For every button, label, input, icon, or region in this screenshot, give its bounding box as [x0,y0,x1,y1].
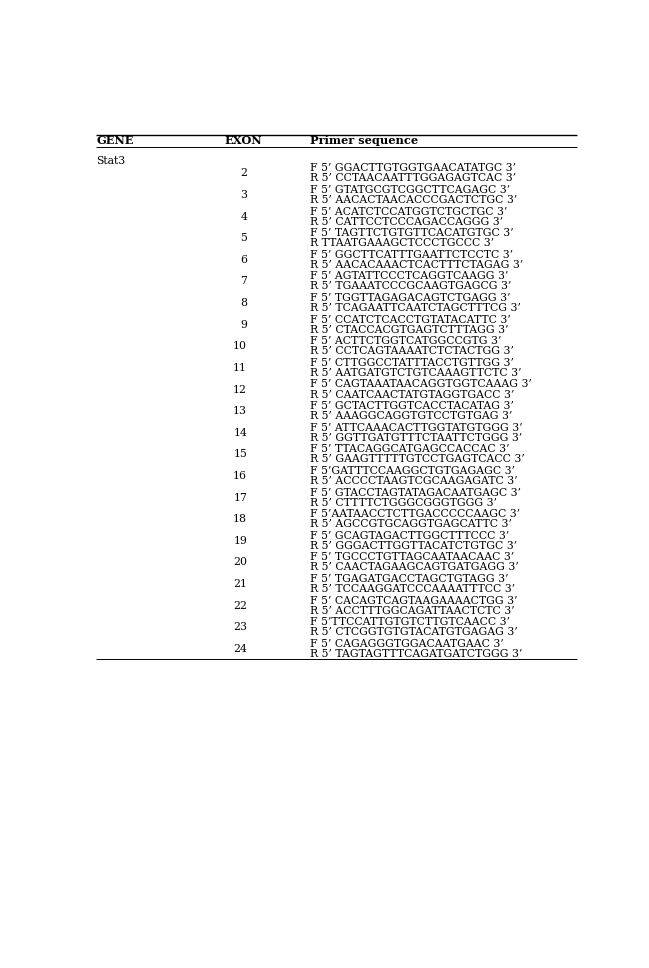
Text: 7: 7 [240,277,247,287]
Text: 24: 24 [233,644,247,654]
Text: F 5’ TGAGATGACCTAGCTGTAGG 3’: F 5’ TGAGATGACCTAGCTGTAGG 3’ [310,574,508,584]
Text: 9: 9 [240,319,247,330]
Text: 8: 8 [240,298,247,308]
Text: F 5’ CTTGGCCTATTTACCTGTTGG 3’: F 5’ CTTGGCCTATTTACCTGTTGG 3’ [310,358,514,368]
Text: F 5’ GCTACTTGGTCACCTACATAG 3’: F 5’ GCTACTTGGTCACCTACATAG 3’ [310,401,514,411]
Text: F 5’ CAGTAAATAACAGGTGGTCAAAG 3’: F 5’ CAGTAAATAACAGGTGGTCAAAG 3’ [310,379,532,389]
Text: 20: 20 [233,558,247,567]
Text: R 5’ TAGTAGTTTCAGATGATCTGGG 3’: R 5’ TAGTAGTTTCAGATGATCTGGG 3’ [310,649,522,659]
Text: 10: 10 [233,342,247,351]
Text: F 5’ TGCCCTGTTAGCAATAACAAC 3’: F 5’ TGCCCTGTTAGCAATAACAAC 3’ [310,553,514,562]
Text: F 5’ AGTATTCCCTCAGGTCAAGG 3’: F 5’ AGTATTCCCTCAGGTCAAGG 3’ [310,271,508,282]
Text: R 5’ CCTCAGTAAAATCTCTACTGG 3’: R 5’ CCTCAGTAAAATCTCTACTGG 3’ [310,347,514,356]
Text: F 5’ ATTCAAACACTTGGTATGTGGG 3’: F 5’ ATTCAAACACTTGGTATGTGGG 3’ [310,423,522,433]
Text: 13: 13 [233,407,247,416]
Text: 5: 5 [240,233,247,243]
Text: F 5’ GGACTTGTGGTGAACATATGC 3’: F 5’ GGACTTGTGGTGAACATATGC 3’ [310,164,516,173]
Text: F 5’ GGCTTCATTTGAATTCTCCTC 3’: F 5’ GGCTTCATTTGAATTCTCCTC 3’ [310,250,513,259]
Text: EXON: EXON [225,136,262,146]
Text: 15: 15 [233,449,247,460]
Text: R 5’ AGCCGTGCAGGTGAGCATTC 3’: R 5’ AGCCGTGCAGGTGAGCATTC 3’ [310,519,512,529]
Text: F 5’ CAGAGGGTGGACAATGAAC 3’: F 5’ CAGAGGGTGGACAATGAAC 3’ [310,639,504,649]
Text: 11: 11 [233,363,247,373]
Text: 12: 12 [233,384,247,395]
Text: F 5’ ACTTCTGGTCATGGCCGTG 3’: F 5’ ACTTCTGGTCATGGCCGTG 3’ [310,336,502,347]
Text: R 5’ AAAGGCAGGTGTCCTGTGAG 3’: R 5’ AAAGGCAGGTGTCCTGTGAG 3’ [310,411,512,421]
Text: F 5’TTCCATTGTGTCTTGTCAACC 3’: F 5’TTCCATTGTGTCTTGTCAACC 3’ [310,618,510,627]
Text: 4: 4 [240,212,247,222]
Text: R 5’ TCCAAGGATCCCAAAATTTCC 3’: R 5’ TCCAAGGATCCCAAAATTTCC 3’ [310,584,515,594]
Text: F 5’GATTTCCAAGGCTGTGAGAGC 3’: F 5’GATTTCCAAGGCTGTGAGAGC 3’ [310,466,515,476]
Text: R 5’ CAATCAACTATGTAGGTGACC 3’: R 5’ CAATCAACTATGTAGGTGACC 3’ [310,389,515,400]
Text: F 5’ TAGTTCTGTGTTCACATGTGC 3’: F 5’ TAGTTCTGTGTTCACATGTGC 3’ [310,228,513,238]
Text: F 5’ CCATCTCACCTGTATACATTC 3’: F 5’ CCATCTCACCTGTATACATTC 3’ [310,315,511,324]
Text: R 5’ AACACTAACACCCGACTCTGC 3’: R 5’ AACACTAACACCCGACTCTGC 3’ [310,195,517,205]
Text: 2: 2 [240,168,247,178]
Text: 18: 18 [233,514,247,525]
Text: R 5’ TCAGAATTCAATCTAGCTTTCG 3’: R 5’ TCAGAATTCAATCTAGCTTTCG 3’ [310,303,521,313]
Text: 16: 16 [233,471,247,481]
Text: R 5’ ACCCCTAAGTCGCAAGAGATC 3’: R 5’ ACCCCTAAGTCGCAAGAGATC 3’ [310,476,518,486]
Text: R 5’ CCTAACAATTTGGAGAGTCAC 3’: R 5’ CCTAACAATTTGGAGAGTCAC 3’ [310,173,516,183]
Text: R 5’ CTTTTCTGGGCGGGTGGG 3’: R 5’ CTTTTCTGGGCGGGTGGG 3’ [310,498,497,507]
Text: R 5’ CATTCCTCCCAGACCAGGG 3’: R 5’ CATTCCTCCCAGACCAGGG 3’ [310,217,503,227]
Text: R 5’ GGGACTTGGTTACATCTGTGC 3’: R 5’ GGGACTTGGTTACATCTGTGC 3’ [310,541,517,551]
Text: R 5’ AACACAAACTCACTTTCTAGAG 3’: R 5’ AACACAAACTCACTTTCTAGAG 3’ [310,259,523,270]
Text: F 5’ GTATGCGTCGGCTTCAGAGC 3’: F 5’ GTATGCGTCGGCTTCAGAGC 3’ [310,185,510,195]
Text: R 5’ CTACCACGTGAGTCTTTAGG 3’: R 5’ CTACCACGTGAGTCTTTAGG 3’ [310,324,508,335]
Text: 23: 23 [233,622,247,632]
Text: R 5’ ACCTTTGGCAGATTAACTCTC 3’: R 5’ ACCTTTGGCAGATTAACTCTC 3’ [310,606,515,616]
Text: 17: 17 [233,493,247,502]
Text: R TTAATGAAAGCTCCCTGCCC 3’: R TTAATGAAAGCTCCCTGCCC 3’ [310,238,494,248]
Text: R 5’ CAACTAGAAGCAGTGATGAGG 3’: R 5’ CAACTAGAAGCAGTGATGAGG 3’ [310,562,519,572]
Text: F 5’ ACATCTCCATGGTCTGCTGC 3’: F 5’ ACATCTCCATGGTCTGCTGC 3’ [310,206,508,217]
Text: Stat3: Stat3 [96,157,125,166]
Text: R 5’ CTCGGTGTGTACATGTGAGAG 3’: R 5’ CTCGGTGTGTACATGTGAGAG 3’ [310,627,518,637]
Text: GENE: GENE [96,136,134,146]
Text: 3: 3 [240,190,247,200]
Text: R 5’ TGAAATCCCGCAAGTGAGCG 3’: R 5’ TGAAATCCCGCAAGTGAGCG 3’ [310,282,511,291]
Text: 6: 6 [240,255,247,265]
Text: 19: 19 [233,536,247,546]
Text: 22: 22 [233,601,247,611]
Text: R 5’ GGTTGATGTTTCTAATTCTGGG 3’: R 5’ GGTTGATGTTTCTAATTCTGGG 3’ [310,433,522,442]
Text: F 5’ CACAGTCAGTAAGAAAACTGG 3’: F 5’ CACAGTCAGTAAGAAAACTGG 3’ [310,595,517,606]
Text: 21: 21 [233,579,247,590]
Text: Primer sequence: Primer sequence [310,136,418,146]
Text: F 5’ GTACCTAGTATAGACAATGAGC 3’: F 5’ GTACCTAGTATAGACAATGAGC 3’ [310,488,521,498]
Text: R 5’ AATGATGTCTGTCAAAGTTCTC 3’: R 5’ AATGATGTCTGTCAAAGTTCTC 3’ [310,368,522,378]
Text: F 5’ GCAGTAGACTTGGCTTTCCC 3’: F 5’ GCAGTAGACTTGGCTTTCCC 3’ [310,530,509,541]
Text: R 5’ GAAGTTTTTGTCCTGAGTCACC 3’: R 5’ GAAGTTTTTGTCCTGAGTCACC 3’ [310,454,525,465]
Text: F 5’ TGGTTAGAGACAGTCTGAGG 3’: F 5’ TGGTTAGAGACAGTCTGAGG 3’ [310,293,511,303]
Text: F 5’AATAACCTCTTGACCCCCAAGC 3’: F 5’AATAACCTCTTGACCCCCAAGC 3’ [310,509,520,519]
Text: F 5’ TTACAGGCATGAGCCACCAC 3’: F 5’ TTACAGGCATGAGCCACCAC 3’ [310,444,509,454]
Text: 14: 14 [233,428,247,438]
